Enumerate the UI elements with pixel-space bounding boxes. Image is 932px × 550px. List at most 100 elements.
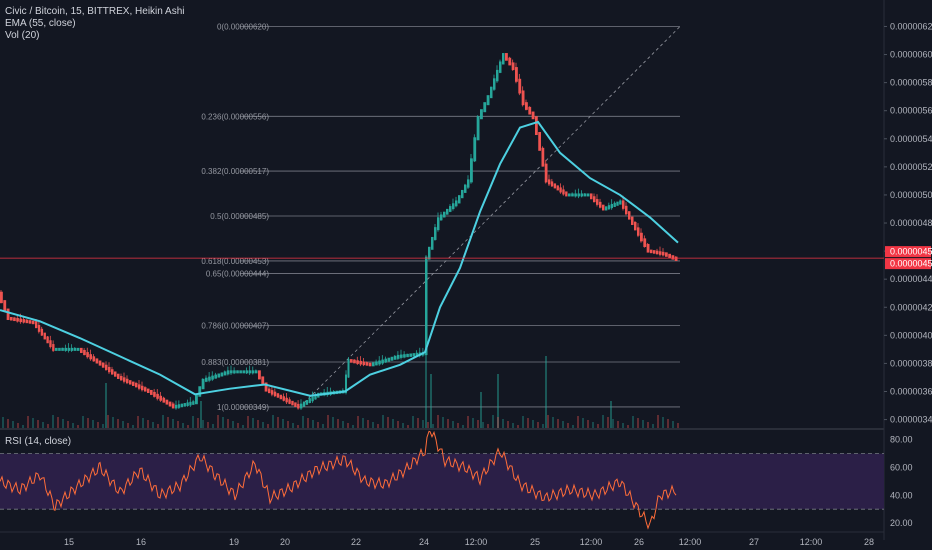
- volume-bar: [662, 417, 664, 428]
- candle-body: [291, 400, 294, 406]
- volume-bar: [480, 392, 482, 428]
- candle-body: [52, 344, 55, 351]
- candle-body: [622, 200, 625, 209]
- candle-body: [515, 67, 518, 82]
- volume-bar: [92, 420, 94, 428]
- fib-level-label: 0.65(0.00000444): [206, 270, 270, 279]
- volume-bar: [132, 425, 134, 428]
- candle-body: [195, 393, 198, 405]
- candle-body: [577, 193, 581, 197]
- candle-body: [177, 404, 181, 408]
- volume-bar: [332, 417, 334, 428]
- candle-body: [350, 359, 353, 363]
- candle-body: [220, 372, 224, 377]
- candle-body: [242, 370, 246, 374]
- candle-body: [159, 395, 162, 401]
- volume-bar: [162, 415, 164, 428]
- volume-bar: [197, 418, 199, 428]
- candle-body: [294, 402, 297, 407]
- volume-bar: [247, 416, 249, 428]
- candle-body: [201, 378, 205, 390]
- candle-body: [486, 95, 490, 106]
- candle-body: [268, 388, 271, 394]
- volume-bar: [557, 419, 559, 428]
- volume-bar: [482, 422, 484, 428]
- volume-bar: [587, 420, 589, 428]
- candle-body: [356, 360, 359, 364]
- candle-body: [628, 211, 631, 220]
- candle-body: [86, 352, 89, 358]
- candle-body: [470, 158, 473, 183]
- volume-bar: [512, 423, 514, 428]
- candle-body: [251, 370, 255, 374]
- volume-bar: [472, 418, 474, 428]
- volume-bar: [87, 418, 89, 428]
- volume-bar: [542, 424, 544, 428]
- candle-body: [634, 221, 637, 231]
- candle-body: [180, 403, 184, 408]
- volume-bar: [137, 416, 139, 428]
- volume-bar: [532, 420, 534, 428]
- time-tick-label: 28: [864, 537, 874, 547]
- fib-level-label: 0.382(0.00000517): [201, 167, 269, 176]
- candle-body: [605, 206, 608, 211]
- candle-body: [92, 356, 96, 362]
- fib-level-label: 0.236(0.00000556): [201, 112, 269, 121]
- candle-body: [311, 396, 314, 402]
- candle-body: [483, 102, 487, 113]
- volume-bar: [157, 424, 159, 428]
- volume-bar: [487, 424, 489, 428]
- volume-bar: [582, 418, 584, 428]
- volume-bar: [592, 422, 594, 428]
- candle-body: [144, 387, 147, 392]
- candle-body: [282, 396, 285, 401]
- candle-body: [586, 193, 590, 197]
- candle-body: [150, 389, 153, 395]
- volume-bar: [2, 417, 4, 428]
- candle-body: [208, 376, 211, 381]
- volume-bar: [612, 419, 614, 428]
- time-tick-label: 15: [64, 537, 74, 547]
- candle-body: [556, 185, 559, 191]
- candle-body: [168, 401, 172, 407]
- candle-body: [261, 376, 265, 386]
- candle-body: [117, 373, 120, 379]
- candle-body: [511, 62, 515, 71]
- volume-bar: [267, 424, 269, 428]
- candle-body: [650, 249, 653, 254]
- candle-body: [521, 90, 525, 106]
- volume-bar: [192, 416, 194, 428]
- volume-bar: [105, 383, 107, 428]
- candle-body: [279, 394, 283, 400]
- volume-bar: [432, 424, 434, 428]
- candle-body: [153, 391, 156, 397]
- candle-body: [55, 347, 58, 351]
- candle-body: [98, 360, 102, 366]
- candle-body: [400, 354, 403, 358]
- candle-body: [305, 400, 309, 405]
- candle-body: [562, 189, 565, 195]
- ema-legend: EMA (55, close): [5, 18, 76, 29]
- volume-bar: [62, 419, 64, 428]
- candle-body: [653, 250, 656, 254]
- candle-body: [375, 361, 378, 366]
- volume-bar: [632, 416, 634, 428]
- candle-body: [16, 318, 19, 322]
- volume-bar: [442, 417, 444, 428]
- candle-body: [258, 370, 261, 380]
- candle-body: [372, 362, 375, 367]
- volume-bar: [257, 420, 259, 428]
- volume-bar: [447, 419, 449, 428]
- volume-bar: [367, 420, 369, 428]
- candle-body: [637, 227, 640, 236]
- candle-body: [141, 385, 144, 391]
- candle-body: [362, 361, 366, 366]
- candle-body: [0, 291, 3, 304]
- candle-body: [114, 371, 117, 377]
- candle-body: [541, 147, 545, 167]
- volume-bar: [207, 422, 209, 428]
- volume-bar: [417, 418, 419, 428]
